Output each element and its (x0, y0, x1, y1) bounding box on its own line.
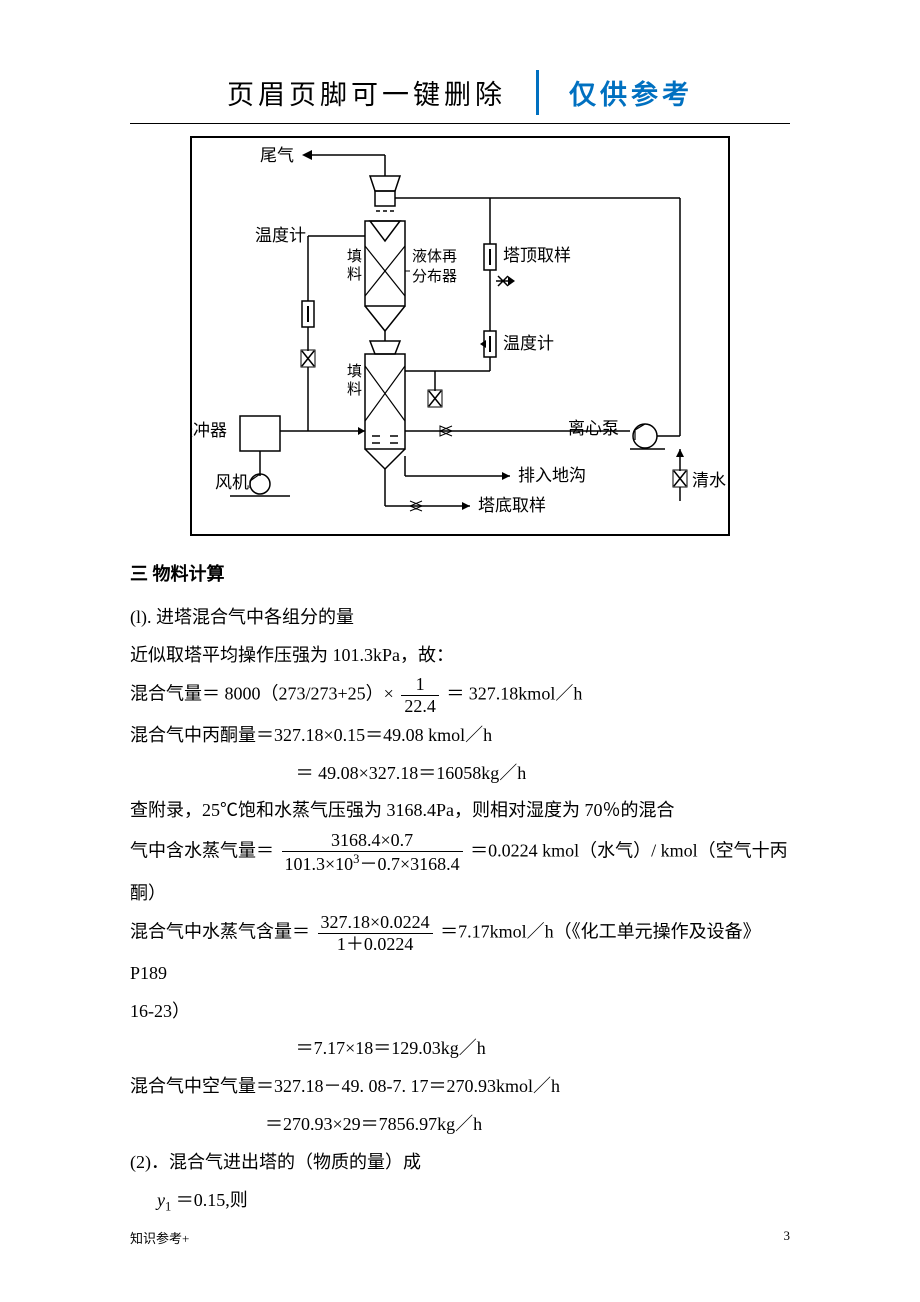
line-10: 混合气中空气量＝327.18－49. 08-7. 17＝270.93kmol／h (130, 1068, 790, 1106)
sub-1: 1 (165, 1199, 171, 1213)
page-number: 3 (784, 1228, 791, 1247)
label-bottom-sample: 塔底取样 (478, 496, 546, 515)
label-clear-water: 清水 (692, 471, 726, 490)
label-pump: 离心泵 (568, 419, 619, 438)
item-2-label: (2)．混合气进出塔的（物质的量）成 (130, 1144, 790, 1182)
label-packing-lower: 填 (347, 363, 362, 380)
section-3-title: 三 物料计算 (130, 556, 790, 593)
line-2-pre: 混合气量＝ 8000（273/273+25）× (130, 684, 398, 704)
item-1-label: (l). 进塔混合气中各组分的量 (130, 599, 790, 637)
svg-text:料: 料 (347, 266, 362, 283)
label-exhaust: 尾气 (260, 146, 294, 165)
page-header: 页眉页脚可一键删除 仅供参考 (130, 70, 790, 115)
line-9: ＝7.17×18＝129.03kg／h (130, 1030, 790, 1068)
line-1: 近似取塔平均操作压强为 101.3kPa，故： (130, 637, 790, 675)
line-4: ＝ 49.08×327.18＝16058kg／h (130, 755, 790, 793)
label-thermometer-2: 温度计 (503, 334, 554, 353)
process-flow-diagram: 尾气 填 料 温度计 (190, 136, 730, 536)
header-title: 页眉页脚可一键删除 (227, 73, 506, 112)
label-drain: 排入地沟 (518, 466, 586, 485)
document-page: 页眉页脚可一键删除 仅供参考 尾气 (0, 0, 920, 1302)
line-5: 查附录，25℃饱和水蒸气压强为 3168.4Pa，则相对湿度为 70％的混合 (130, 792, 790, 830)
footer-left: 知识参考+ (130, 1228, 189, 1247)
fraction-3: 327.18×0.0224 1＋0.0224 (318, 912, 433, 954)
var-y: y (157, 1190, 165, 1210)
header-divider (536, 70, 539, 115)
header-reference: 仅供参考 (569, 73, 693, 112)
label-liquid-redist-2: 分布器 (412, 268, 457, 285)
line-6-pre: 气中含水蒸气量＝ (130, 841, 274, 861)
line-11: ＝270.93×29＝7856.97kg／h (130, 1106, 790, 1144)
page-footer: 知识参考+ 3 (130, 1228, 790, 1247)
line-2-post: ＝ 327.18kmol／h (446, 684, 582, 704)
label-buffer: 缓冲器 (190, 421, 227, 440)
label-liquid-redist-1: 液体再 (412, 248, 457, 265)
line-8: 16-23） (130, 993, 790, 1031)
label-top-sample: 塔顶取样 (503, 246, 571, 265)
line-12-rest: ＝0.15,则 (176, 1190, 248, 1210)
diagram-svg: 尾气 填 料 温度计 (190, 136, 730, 536)
content-body: 三 物料计算 (l). 进塔混合气中各组分的量 近似取塔平均操作压强为 101.… (130, 556, 790, 1220)
label-fan: 风机 (215, 473, 249, 492)
fraction-1: 1 22.4 (401, 674, 439, 716)
header-rule (130, 123, 790, 124)
line-7: 混合气中水蒸气含量＝ 327.18×0.0224 1＋0.0224 ＝7.17k… (130, 912, 790, 992)
line-3: 混合气中丙酮量＝327.18×0.15＝49.08 kmol／h (130, 717, 790, 755)
svg-text:料: 料 (347, 381, 362, 398)
label-packing-upper: 填 (347, 248, 362, 265)
line-6: 气中含水蒸气量＝ 3168.4×0.7 101.3×103－0.7×3168.4… (130, 830, 790, 912)
line-2: 混合气量＝ 8000（273/273+25）× 1 22.4 ＝ 327.18k… (130, 674, 790, 716)
label-thermometer-1: 温度计 (255, 226, 306, 245)
line-12: y1 ＝0.15,则 (130, 1182, 790, 1220)
fraction-2: 3168.4×0.7 101.3×103－0.7×3168.4 (282, 830, 463, 874)
line-7-pre: 混合气中水蒸气含量＝ (130, 922, 310, 942)
